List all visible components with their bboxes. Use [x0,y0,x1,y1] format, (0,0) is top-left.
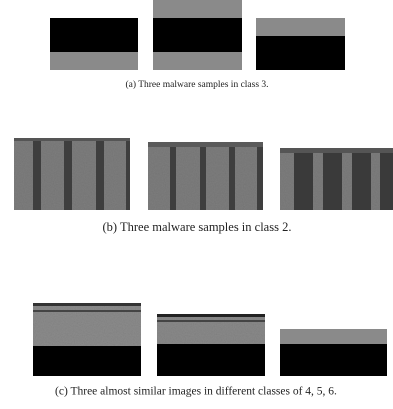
figure: (a) Three malware samples in class 3. (b… [0,0,393,409]
sample-image [157,314,265,376]
sample-image [280,148,393,210]
sample-image [14,138,130,210]
sample-image [50,18,138,70]
page: {"figure": {"captions": [ "(a) Three mal… [0,0,393,409]
sample-image [148,142,263,210]
caption: (c) Three almost similar images in diffe… [55,386,337,398]
caption: (a) Three malware samples in class 3. [125,79,268,90]
sample-image [153,0,242,70]
sample-image [256,18,345,70]
caption: (b) Three malware samples in class 2. [103,220,292,234]
sample-image [33,303,141,376]
sample-image [280,329,387,376]
